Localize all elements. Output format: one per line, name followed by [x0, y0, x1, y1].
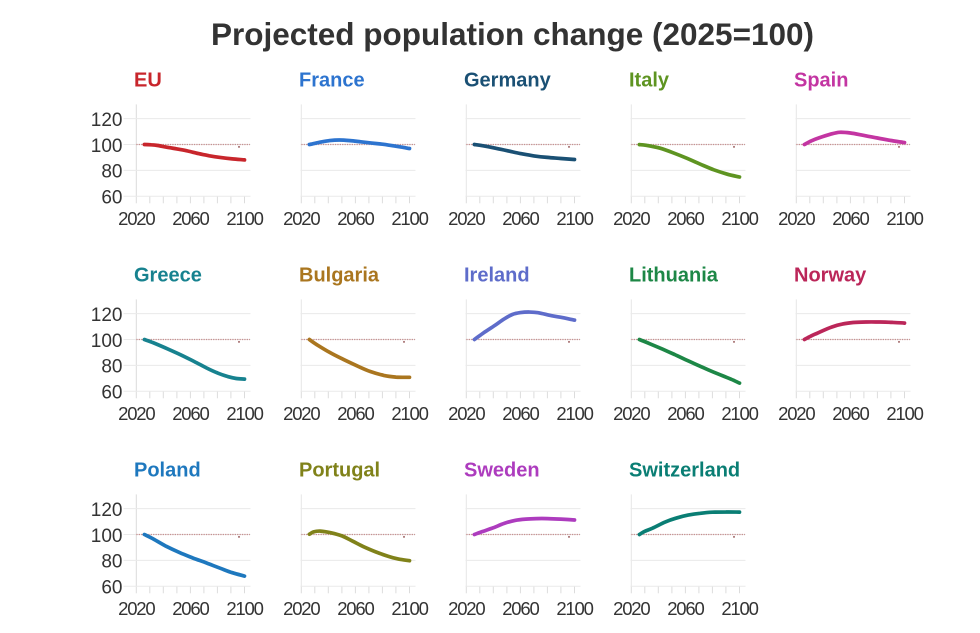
svg-text:2060: 2060 — [337, 208, 374, 229]
svg-text:80: 80 — [101, 162, 122, 183]
svg-text:Italy: Italy — [629, 70, 670, 92]
svg-text:2100: 2100 — [391, 598, 428, 619]
svg-text:2100: 2100 — [886, 208, 923, 229]
svg-text:2020: 2020 — [613, 403, 650, 424]
svg-text:120: 120 — [91, 500, 123, 521]
svg-text:2060: 2060 — [172, 598, 209, 619]
svg-text:2060: 2060 — [667, 598, 704, 619]
svg-text:Projected population change (2: Projected population change (2025=100) — [211, 16, 814, 52]
svg-text:2100: 2100 — [721, 403, 758, 424]
svg-text:2060: 2060 — [337, 598, 374, 619]
svg-text:60: 60 — [101, 383, 122, 404]
svg-text:2060: 2060 — [832, 208, 869, 229]
svg-text:2020: 2020 — [283, 403, 320, 424]
svg-text:2060: 2060 — [667, 403, 704, 424]
svg-text:2020: 2020 — [778, 403, 815, 424]
svg-text:2020: 2020 — [448, 208, 485, 229]
svg-text:2060: 2060 — [502, 598, 539, 619]
svg-text:2020: 2020 — [118, 208, 155, 229]
svg-text:2100: 2100 — [226, 598, 263, 619]
svg-text:2060: 2060 — [337, 403, 374, 424]
svg-text:2100: 2100 — [226, 403, 263, 424]
svg-text:60: 60 — [101, 188, 122, 209]
svg-text:80: 80 — [101, 357, 122, 378]
svg-text:Greece: Greece — [134, 265, 202, 287]
svg-text:120: 120 — [91, 110, 123, 131]
svg-text:100: 100 — [91, 136, 123, 157]
svg-text:Sweden: Sweden — [464, 460, 540, 482]
svg-text:2100: 2100 — [721, 208, 758, 229]
svg-text:France: France — [299, 70, 365, 92]
svg-text:2020: 2020 — [283, 598, 320, 619]
svg-text:2020: 2020 — [118, 598, 155, 619]
svg-text:2060: 2060 — [667, 208, 704, 229]
svg-text:2060: 2060 — [502, 403, 539, 424]
svg-text:2020: 2020 — [118, 403, 155, 424]
svg-text:Portugal: Portugal — [299, 460, 380, 482]
svg-text:80: 80 — [101, 552, 122, 573]
svg-text:Bulgaria: Bulgaria — [299, 265, 380, 287]
svg-text:60: 60 — [101, 578, 122, 599]
svg-text:Switzerland: Switzerland — [629, 460, 740, 482]
svg-text:Germany: Germany — [464, 70, 552, 92]
svg-text:2020: 2020 — [448, 598, 485, 619]
svg-text:2100: 2100 — [556, 598, 593, 619]
svg-text:2020: 2020 — [283, 208, 320, 229]
svg-text:2100: 2100 — [391, 403, 428, 424]
svg-text:2060: 2060 — [832, 403, 869, 424]
svg-text:2100: 2100 — [556, 208, 593, 229]
svg-text:2020: 2020 — [778, 208, 815, 229]
svg-text:2020: 2020 — [613, 208, 650, 229]
svg-text:Poland: Poland — [134, 460, 201, 482]
svg-text:EU: EU — [134, 70, 162, 92]
svg-text:2100: 2100 — [226, 208, 263, 229]
svg-text:100: 100 — [91, 526, 123, 547]
svg-text:120: 120 — [91, 305, 123, 326]
svg-text:2060: 2060 — [172, 208, 209, 229]
svg-text:Norway: Norway — [794, 265, 867, 287]
svg-text:2020: 2020 — [448, 403, 485, 424]
svg-text:2020: 2020 — [613, 598, 650, 619]
svg-text:2100: 2100 — [886, 403, 923, 424]
svg-text:2100: 2100 — [721, 598, 758, 619]
svg-text:Spain: Spain — [794, 70, 848, 92]
svg-text:2100: 2100 — [391, 208, 428, 229]
svg-text:2100: 2100 — [556, 403, 593, 424]
svg-text:2060: 2060 — [172, 403, 209, 424]
svg-text:Lithuania: Lithuania — [629, 265, 719, 287]
svg-text:Ireland: Ireland — [464, 265, 530, 287]
svg-text:2060: 2060 — [502, 208, 539, 229]
svg-text:100: 100 — [91, 331, 123, 352]
